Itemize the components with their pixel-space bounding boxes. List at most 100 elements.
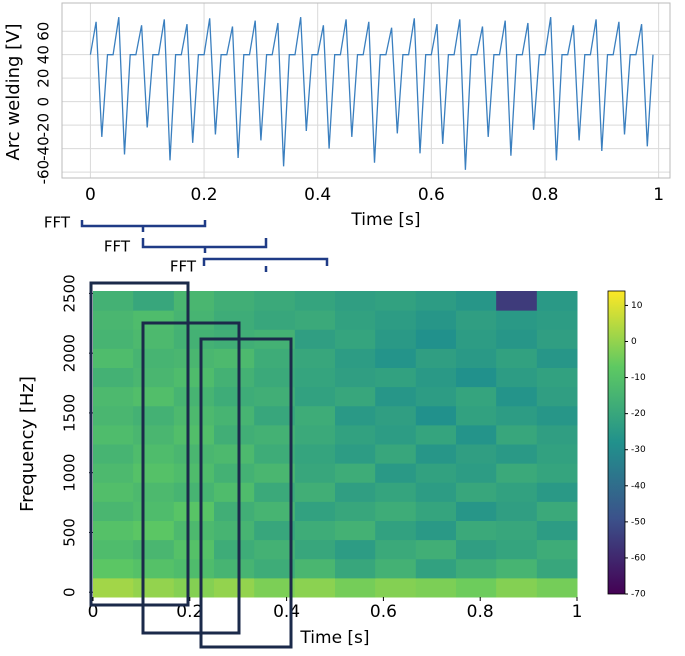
- y-tick-label: 1000: [61, 454, 79, 492]
- heat-cell: [335, 386, 376, 407]
- heat-cell: [294, 405, 336, 426]
- heat-cell: [415, 577, 457, 598]
- heat-cell: [173, 310, 215, 330]
- heat-cell: [133, 329, 175, 349]
- heat-cell: [536, 558, 578, 579]
- y-tick-label: 40: [35, 45, 53, 64]
- heat-cell: [456, 444, 497, 464]
- x-tick-label: 0.8: [467, 602, 494, 622]
- heat-cell: [415, 482, 457, 502]
- window-box: [141, 321, 241, 635]
- heat-cell: [214, 463, 255, 483]
- heat-cell: [294, 444, 336, 464]
- heat-cell: [375, 558, 417, 579]
- heat-cell: [93, 520, 134, 541]
- y-tick-label: -40: [35, 136, 53, 161]
- heat-cell: [214, 577, 255, 598]
- heat-cell: [93, 463, 134, 483]
- heat-cell: [214, 482, 255, 502]
- y-axis-label: Arc welding [V]: [3, 23, 24, 160]
- heat-cell: [496, 310, 538, 330]
- window-boxes: [89, 281, 293, 649]
- heat-cell: [93, 539, 134, 560]
- heat-cell: [133, 539, 175, 560]
- x-tick-label: 0: [85, 185, 96, 205]
- heat-cell: [375, 501, 417, 521]
- heat-cell: [294, 291, 336, 311]
- heat-cell: [496, 539, 538, 560]
- heat-cell: [375, 463, 417, 483]
- heat-cell: [133, 501, 175, 521]
- x-axis-label: Time [s]: [350, 210, 420, 230]
- heat-cell: [536, 329, 578, 349]
- heat-cell: [415, 463, 457, 483]
- heat-cell: [415, 424, 457, 445]
- heat-cell: [254, 291, 296, 311]
- bracket: [202, 257, 329, 272]
- heat-cell: [375, 348, 417, 368]
- fft-label: FFT: [170, 258, 197, 276]
- heat-cell: [536, 444, 578, 464]
- heat-cell: [375, 539, 417, 560]
- heat-cell: [254, 482, 296, 502]
- heat-cell: [536, 291, 578, 311]
- heat-cell: [173, 329, 215, 349]
- heat-cell: [93, 577, 134, 598]
- heat-cell: [335, 424, 376, 445]
- heat-cell: [254, 386, 296, 407]
- y-tick-label: 2500: [61, 274, 79, 312]
- window-box: [89, 281, 190, 607]
- heat-cell: [536, 482, 578, 502]
- window-box: [199, 337, 293, 649]
- heat-cell: [415, 386, 457, 407]
- heat-cell: [133, 367, 175, 388]
- heat-cell: [133, 520, 175, 541]
- heat-cell: [415, 329, 457, 349]
- heat-cell: [254, 577, 296, 598]
- heat-cell: [254, 310, 296, 330]
- heat-cell: [294, 558, 336, 579]
- heat-cell: [214, 424, 255, 445]
- heat-cell: [335, 310, 376, 330]
- heat-cell: [456, 482, 497, 502]
- heat-cell: [496, 329, 538, 349]
- heat-cell: [496, 444, 538, 464]
- colorbar-tick-label: 0: [631, 337, 637, 347]
- heat-cell: [173, 386, 215, 407]
- heat-cell: [536, 463, 578, 483]
- heat-cell: [375, 310, 417, 330]
- fft-label: FFT: [104, 238, 131, 256]
- y-tick-label: 0: [35, 97, 53, 107]
- plot-frame: [61, 2, 671, 179]
- heat-cell: [133, 482, 175, 502]
- heat-cell: [456, 348, 497, 368]
- heat-cell: [536, 405, 578, 426]
- heat-cell: [375, 424, 417, 445]
- heat-cell: [536, 539, 578, 560]
- heat-cell: [214, 367, 255, 388]
- heat-cell: [496, 291, 538, 311]
- heat-cell: [415, 367, 457, 388]
- heat-cell: [335, 577, 376, 598]
- heat-cell: [496, 482, 538, 502]
- heat-cell: [335, 444, 376, 464]
- heat-cell: [536, 386, 578, 407]
- heat-cell: [375, 386, 417, 407]
- heat-cell: [214, 501, 255, 521]
- heat-cell: [456, 558, 497, 579]
- heat-cell: [294, 482, 336, 502]
- heat-cell: [456, 577, 497, 598]
- heat-cell: [93, 367, 134, 388]
- heat-cell: [335, 482, 376, 502]
- fft-brackets: FFT FFT FFT: [44, 214, 329, 276]
- heat-cell: [173, 501, 215, 521]
- signal-line: [89, 17, 654, 170]
- heat-cell: [536, 520, 578, 541]
- heat-cell: [93, 329, 134, 349]
- heat-cell: [456, 405, 497, 426]
- colorbar-tick-label: -70: [631, 590, 646, 600]
- heat-cell: [335, 501, 376, 521]
- x-tick-label: 0: [88, 602, 99, 622]
- heat-cell: [536, 367, 578, 388]
- heat-cell: [93, 501, 134, 521]
